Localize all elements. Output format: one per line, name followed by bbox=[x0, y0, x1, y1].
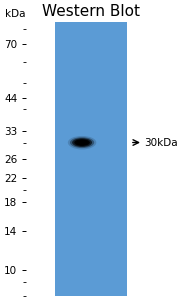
Text: kDa: kDa bbox=[5, 9, 25, 19]
Ellipse shape bbox=[70, 137, 94, 148]
Ellipse shape bbox=[68, 136, 96, 149]
Ellipse shape bbox=[72, 138, 92, 147]
Title: Western Blot: Western Blot bbox=[42, 4, 140, 19]
Text: 30kDa: 30kDa bbox=[144, 137, 178, 148]
Bar bbox=[55, 22, 127, 296]
Ellipse shape bbox=[74, 139, 90, 146]
Ellipse shape bbox=[76, 140, 88, 145]
